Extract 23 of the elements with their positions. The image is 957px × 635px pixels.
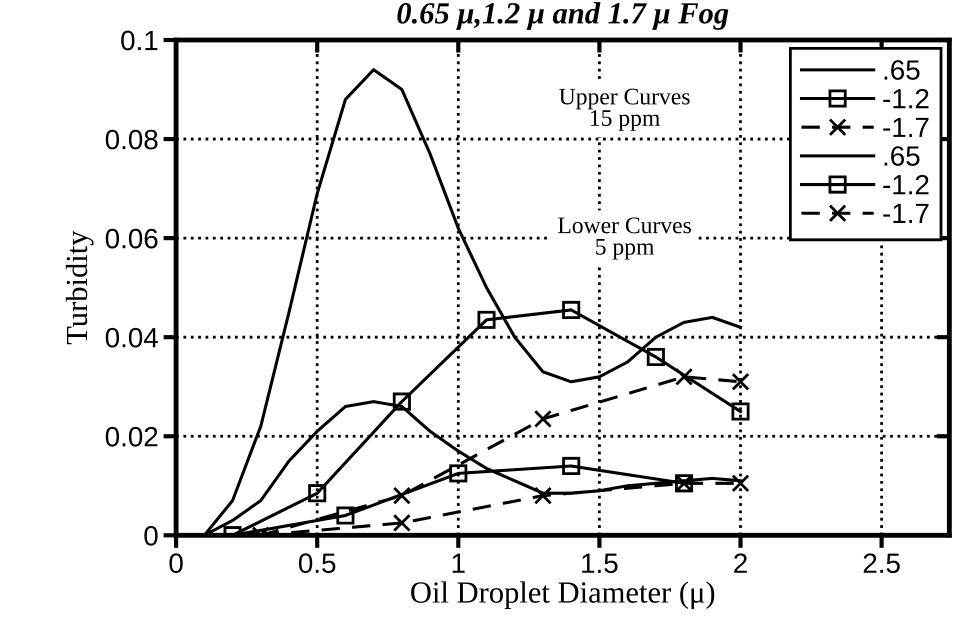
- legend-label: .65: [884, 60, 920, 80]
- chart-title: 0.65 μ,1.2 μ and 1.7 μ Fog: [397, 2, 728, 30]
- legend-label: -1.7: [883, 204, 929, 223]
- y-tick-label: 0.04: [106, 328, 158, 348]
- x-tick-label: 2: [734, 553, 747, 573]
- y-tick-label: 0.08: [106, 130, 158, 150]
- x-tick-label: 0: [169, 553, 183, 574]
- annotation: Lower Curves 5 ppm: [558, 217, 691, 260]
- y-tick-label: 0.06: [106, 228, 158, 248]
- x-tick-label: 2.5: [864, 553, 900, 574]
- y-tick-label: 0.02: [106, 426, 158, 447]
- x-tick-label: 1.5: [582, 554, 618, 574]
- x-tick-label: 0.5: [298, 553, 336, 574]
- legend-label: -1.7: [883, 118, 929, 137]
- legend-label: -1.2: [883, 88, 929, 108]
- x-axis-title: Oil Droplet Diameter (μ): [411, 581, 714, 610]
- legend-label: .65: [884, 146, 920, 166]
- x-tick-label: 1: [452, 554, 465, 573]
- y-tick-label: 0.1: [121, 30, 158, 50]
- legend-label: -1.2: [883, 174, 929, 194]
- y-axis-title: Turbidity: [66, 230, 94, 344]
- y-tick-label: 0: [144, 526, 158, 546]
- annotation: Upper Curves 15 ppm: [559, 88, 690, 131]
